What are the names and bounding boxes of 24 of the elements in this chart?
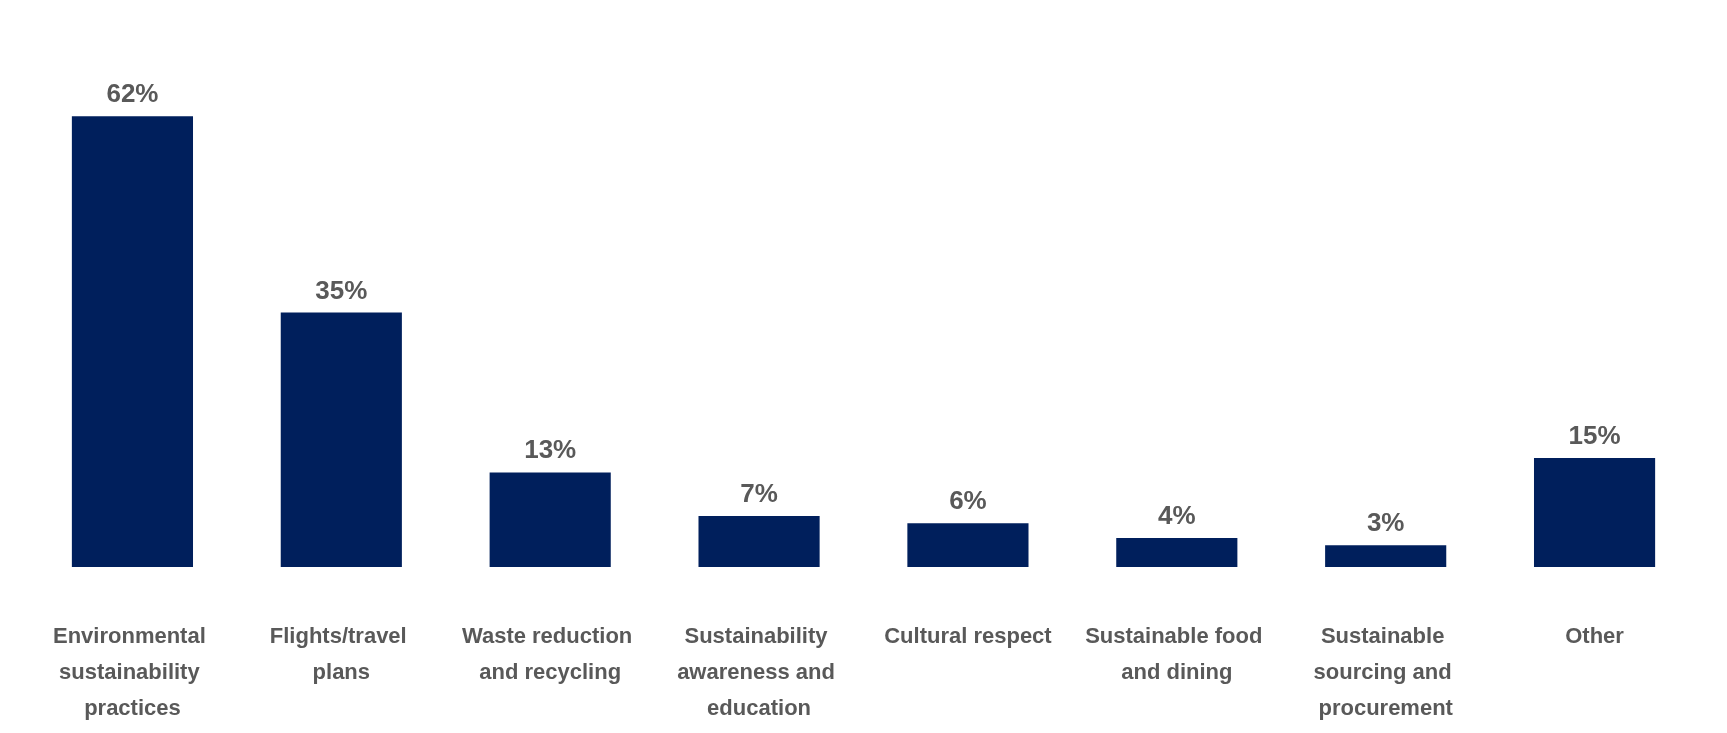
x-tick-label: Cultural respect	[884, 622, 1053, 648]
x-tick-label: Other	[1565, 622, 1625, 648]
bar	[1325, 545, 1447, 567]
bar	[489, 472, 611, 567]
data-label: 6%	[949, 485, 987, 516]
data-label: 62%	[106, 78, 159, 109]
data-label: 7%	[740, 478, 778, 509]
data-label: 3%	[1366, 507, 1405, 538]
x-tick-label: Flights/travel plans	[269, 622, 413, 684]
x-tick-label: Sustainable sourcing and procurement	[1313, 622, 1458, 720]
bar	[280, 312, 402, 567]
bar	[1533, 457, 1656, 567]
x-tick-label: Sustainability awareness and education	[677, 622, 841, 720]
data-label: 35%	[315, 274, 368, 305]
x-tick-label: Waste reduction and recycling	[461, 622, 639, 684]
data-label: 15%	[1568, 419, 1621, 450]
x-tick-label: Sustainable food and dining	[1085, 622, 1269, 684]
x-tick-label: Environmental sustainability practices	[52, 622, 212, 720]
bar	[698, 516, 820, 567]
bar	[1116, 537, 1238, 567]
bar	[907, 523, 1029, 567]
data-label: 4%	[1158, 499, 1196, 530]
data-label: 13%	[524, 434, 577, 465]
bar	[71, 116, 194, 567]
